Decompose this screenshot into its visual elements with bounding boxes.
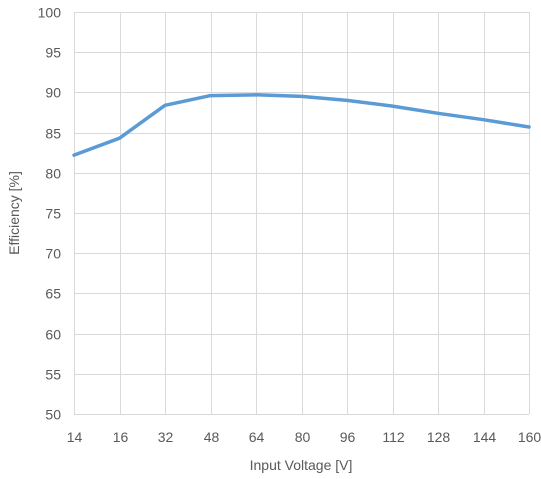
y-tick-label: 70 — [45, 246, 61, 262]
series-layer — [72, 93, 531, 157]
y-axis-tick-labels: 50 55 60 65 70 75 80 85 90 95 100 — [38, 5, 62, 423]
x-tick-label: 64 — [249, 429, 265, 445]
x-axis-title: Input Voltage [V] — [250, 457, 353, 473]
y-tick-label: 95 — [45, 45, 61, 61]
x-tick-label: 80 — [295, 429, 311, 445]
y-tick-label: 80 — [45, 166, 61, 182]
x-tick-label: 144 — [473, 429, 497, 445]
x-tick-label: 96 — [340, 429, 356, 445]
y-tick-label: 75 — [45, 206, 61, 222]
y-tick-label: 90 — [45, 85, 61, 101]
y-tick-label: 50 — [45, 407, 61, 423]
efficiency-series-line — [72, 93, 531, 157]
x-tick-label: 14 — [67, 429, 83, 445]
x-tick-label: 112 — [382, 429, 405, 445]
gridlines — [74, 12, 530, 415]
x-tick-label: 16 — [113, 429, 129, 445]
y-axis-title: Efficiency [%] — [6, 171, 22, 255]
x-tick-label: 32 — [158, 429, 174, 445]
x-tick-label: 160 — [518, 429, 541, 445]
y-tick-label: 100 — [38, 5, 62, 21]
y-tick-label: 60 — [45, 327, 61, 343]
x-tick-label: 48 — [204, 429, 220, 445]
y-tick-label: 55 — [45, 367, 61, 383]
y-tick-label: 85 — [45, 126, 61, 142]
x-axis-tick-labels: 14 16 32 48 64 80 96 112 128 144 160 — [67, 429, 541, 445]
x-tick-label: 128 — [427, 429, 451, 445]
y-tick-label: 65 — [45, 286, 61, 302]
